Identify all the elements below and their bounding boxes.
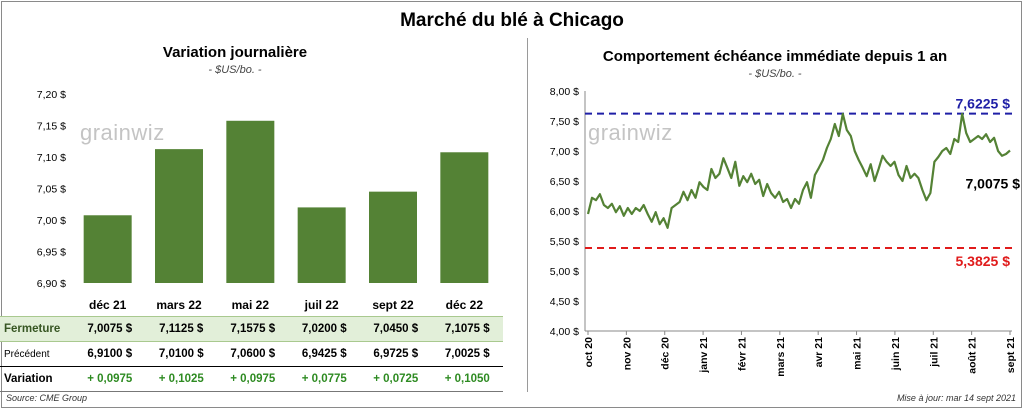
y-tick-label: 8,00 $ (550, 86, 579, 98)
bar (155, 149, 203, 283)
watermark-logo: grainwiz (80, 120, 165, 145)
table-cell: + 0,0975 (74, 366, 146, 392)
y-tick-label: 7,15 $ (37, 121, 66, 133)
x-tick-label: août 21 (967, 337, 979, 374)
y-tick-label: 4,00 $ (550, 326, 579, 338)
bar (83, 215, 132, 283)
y-tick-label: 6,00 $ (550, 206, 579, 218)
x-tick-label: déc 20 (660, 337, 672, 370)
left-chart-title: Variation journalière (162, 44, 308, 61)
x-tick-label: déc 22 (446, 298, 484, 312)
y-tick-label: 5,00 $ (550, 266, 579, 278)
x-tick-label: mars 21 (775, 337, 787, 377)
x-tick-label: sept 21 (1005, 337, 1017, 373)
page-title: Marché du blé à Chicago (400, 10, 624, 31)
bar-chart: 6,90 $ 6,95 $ 7,00 $ 7,05 $ 7,10 $ 7,15 $ 7,20… (37, 89, 489, 312)
x-tick-label: juil 22 (304, 298, 339, 312)
y-tick-label: 6,50 $ (550, 176, 579, 188)
table-cell: + 0,0725 (360, 366, 432, 392)
x-tick-label: mai 22 (232, 298, 270, 312)
right-chart-title: Comportement échéance immédiate depuis 1… (602, 48, 948, 65)
x-tick-label: mai 21 (852, 337, 864, 370)
x-tick-label: juil 21 (928, 337, 940, 368)
table-cell: 7,0600 $ (230, 348, 276, 360)
table-cell: 7,0100 $ (158, 348, 204, 360)
y-tick-label: 4,50 $ (550, 296, 579, 308)
update-note: Mise à jour: mar 14 sept 2021 (896, 393, 1016, 403)
table-cell: 6,9725 $ (373, 348, 419, 360)
low-value-label: 5,3825 $ (956, 253, 1011, 269)
x-tick-label: oct 20 (583, 337, 595, 368)
row-label: Précédent (4, 348, 50, 360)
table-row-close: Fermeture 7,0075 $ 7,1125 $ 7,1575 $ 7,0… (0, 316, 503, 342)
table-cell: + 0,0975 (217, 366, 289, 392)
last-value-label: 7,0075 $ (966, 176, 1021, 192)
table-row-variation: Variation + 0,0975 + 0,1025 + 0,0975 + 0… (0, 366, 503, 392)
table-cell: 7,1075 $ (431, 316, 503, 342)
table-cell: 6,9425 $ (301, 348, 347, 360)
panel-divider (527, 38, 528, 392)
left-chart-subtitle: - $US/bo. - (208, 64, 262, 76)
x-tick-label: avr 21 (813, 337, 825, 368)
table-cell: 7,0200 $ (288, 316, 360, 342)
y-tick-label: 6,90 $ (37, 278, 66, 290)
y-tick-label: 7,50 $ (550, 116, 579, 128)
bar (369, 191, 417, 283)
price-series-line (586, 112, 1011, 229)
table-cell: + 0,1025 (145, 366, 217, 392)
bar (440, 152, 489, 283)
x-tick-label: juin 21 (890, 337, 902, 371)
y-tick-label: 7,05 $ (37, 184, 66, 196)
x-tick-label: mars 22 (156, 298, 202, 312)
y-tick-label: 7,20 $ (37, 89, 66, 101)
contract-table: Fermeture 7,0075 $ 7,1125 $ 7,1575 $ 7,0… (0, 316, 503, 392)
x-tick-label: nov 20 (621, 337, 633, 370)
high-value-label: 7,6225 $ (956, 96, 1011, 112)
table-row-previous: Précédent 6,9100 $ 7,0100 $ 7,0600 $ 6,9… (0, 342, 503, 367)
table-cell: + 0,1050 (431, 366, 503, 392)
x-tick-label: sept 22 (372, 298, 414, 312)
table-cell: 6,9100 $ (87, 348, 133, 360)
table-cell: 7,0075 $ (74, 316, 146, 342)
row-label: Variation (0, 366, 74, 392)
y-tick-label: 7,10 $ (37, 152, 66, 164)
table-cell: 7,1575 $ (217, 316, 289, 342)
y-tick-label: 7,00 $ (37, 215, 66, 227)
table-cell: 7,1125 $ (145, 316, 217, 342)
bar (226, 120, 275, 284)
x-tick-label: févr 21 (736, 337, 748, 371)
table-cell: + 0,0775 (288, 366, 360, 392)
x-tick-label: déc 21 (89, 298, 127, 312)
bar (297, 207, 346, 283)
y-tick-label: 5,50 $ (550, 236, 579, 248)
line-chart: 4,00 $ 4,50 $ 5,00 $ 5,50 $ 6,00 $ 6,50 $ 7,00… (550, 86, 1021, 377)
y-tick-label: 6,95 $ (37, 247, 66, 259)
table-cell: 7,0025 $ (444, 348, 490, 360)
row-label: Fermeture (0, 316, 74, 342)
table-cell: 7,0450 $ (360, 316, 432, 342)
source-note: Source: CME Group (6, 393, 88, 403)
y-tick-label: 7,00 $ (550, 146, 579, 158)
watermark-logo: grainwiz (588, 120, 673, 145)
right-chart-subtitle: - $US/bo. - (748, 68, 802, 80)
x-tick-label: janv 21 (698, 337, 710, 374)
